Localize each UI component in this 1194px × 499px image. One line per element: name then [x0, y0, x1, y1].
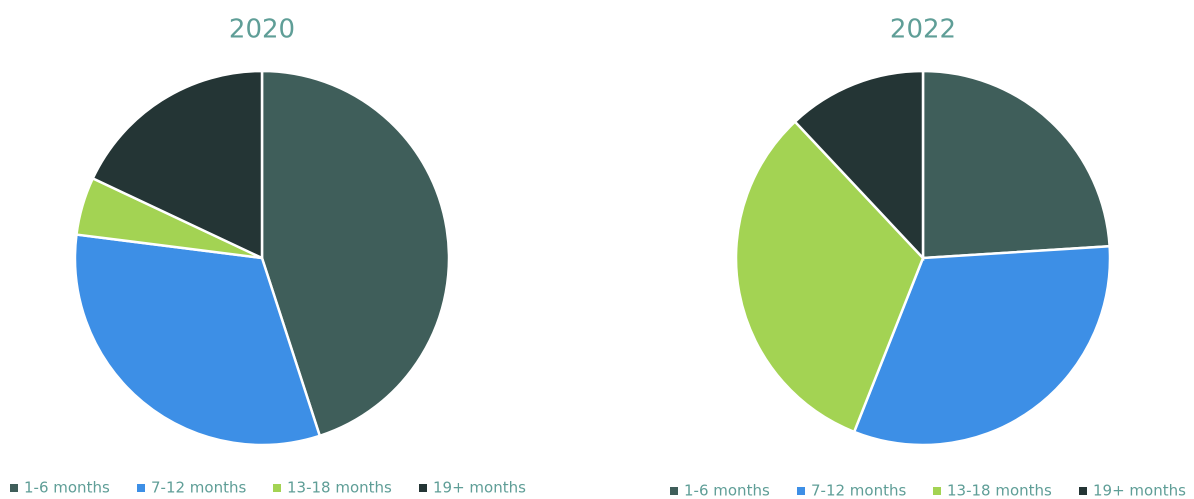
pie-slice	[73, 233, 322, 447]
legend-label: 19+ months	[433, 479, 526, 497]
legend-swatch	[797, 487, 805, 495]
pie-slice	[734, 119, 925, 434]
legend-swatch	[10, 484, 18, 492]
pie-slice	[793, 69, 925, 262]
legend-swatch	[419, 484, 427, 492]
pie-slice	[91, 69, 264, 260]
pie-slice	[852, 244, 1112, 447]
legend-label: 13-18 months	[947, 482, 1052, 499]
legend-label: 7-12 months	[151, 479, 246, 497]
legend-label: 1-6 months	[24, 479, 110, 497]
legend-swatch	[933, 487, 941, 495]
legend-label: 7-12 months	[811, 482, 906, 499]
legend-label: 13-18 months	[287, 479, 392, 497]
pie-slice	[260, 69, 451, 438]
legend-label: 1-6 months	[684, 482, 770, 499]
legend-swatch	[137, 484, 145, 492]
legend-swatch	[1079, 487, 1087, 495]
chart-title: 2020	[229, 15, 295, 45]
chart-title: 2022	[890, 15, 956, 45]
legend-swatch	[273, 484, 281, 492]
pie-slice	[921, 69, 1111, 260]
legend-swatch	[670, 487, 678, 495]
legend-label: 19+ months	[1093, 482, 1186, 499]
